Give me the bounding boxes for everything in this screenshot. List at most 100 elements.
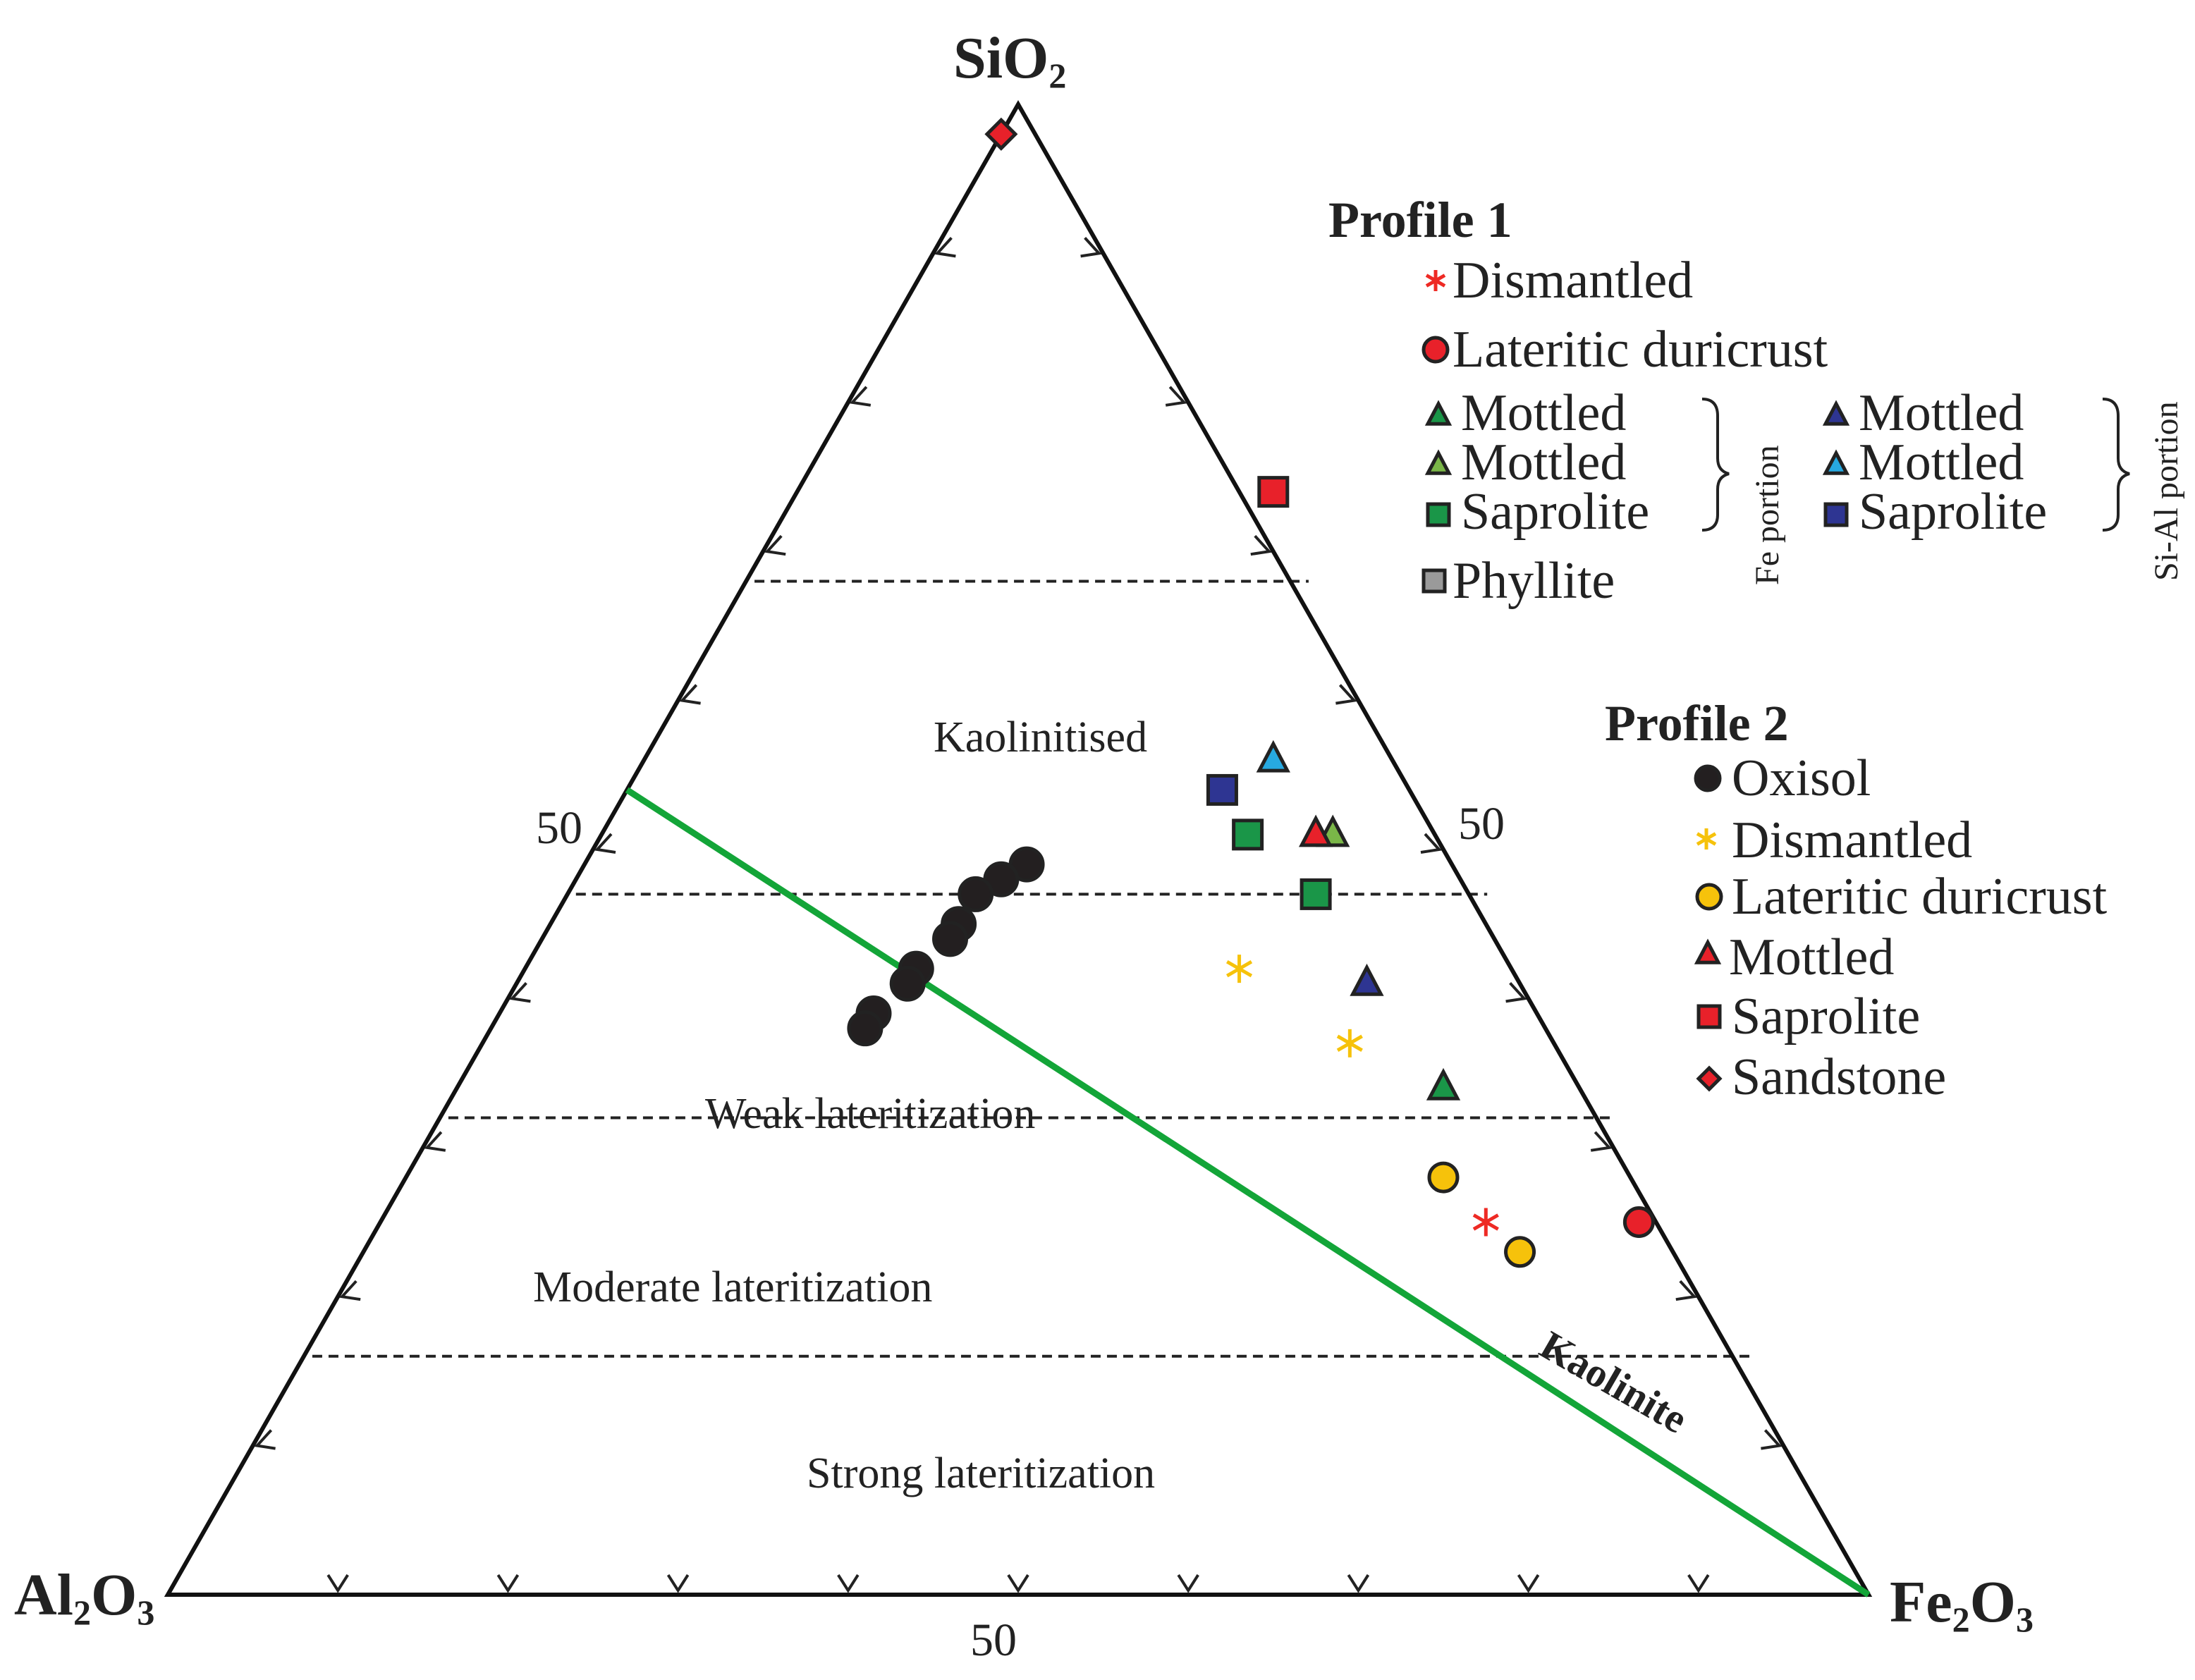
legend-label-p1-duricrust: Lateritic duricrust <box>1453 321 1828 379</box>
tick-label-bottom-50: 50 <box>970 1614 1017 1666</box>
point-9-6 <box>889 965 926 1002</box>
tick-left-90 <box>934 237 956 258</box>
legend-title-profile-2: Profile 2 <box>1605 695 1789 752</box>
tick-left-10 <box>254 1429 276 1450</box>
zone-label-kaolinitised: Kaolinitised <box>934 713 1147 761</box>
kaolinite-label: Kaolinite <box>1533 1322 1696 1442</box>
legend-label-p2-sandstone: Sandstone <box>1732 1048 1946 1106</box>
legend-label-p2-oxisol: Oxisol <box>1732 749 1871 807</box>
kaolinite-line <box>625 787 1871 1598</box>
legend-label-p2-mottled: Mottled <box>1729 928 1894 986</box>
legend-marker-2 <box>1424 400 1453 426</box>
tick-label-right-50: 50 <box>1458 798 1505 850</box>
legend-marker-1 <box>1421 336 1450 364</box>
brace-sial-portion <box>2102 398 2130 532</box>
point-2-0 <box>1426 1067 1461 1100</box>
apex-label-fe2o3: Fe2O3 <box>1890 1569 2034 1639</box>
data-points <box>847 117 1655 1268</box>
axis-ticks <box>254 237 1783 1593</box>
triangle-frame <box>164 99 1873 1597</box>
legend-label-p1-mottled-fe-1: Mottled <box>1461 384 1626 442</box>
legend-label-p1-dismantled: Dismantled <box>1453 252 1693 309</box>
point-11-0 <box>1427 1161 1460 1194</box>
point-9-4 <box>932 921 969 957</box>
point-11-1 <box>1504 1236 1536 1268</box>
tick-right-30 <box>1590 1131 1613 1152</box>
tick-right-80 <box>1165 386 1187 407</box>
tick-bottom-40 <box>837 1574 860 1593</box>
legend-marker-5 <box>1822 400 1850 426</box>
tick-right-60 <box>1335 684 1357 705</box>
legend-fe-portion-label: Fe portion <box>1749 445 1786 585</box>
legend-marker-13 <box>1696 1004 1722 1029</box>
tick-bottom-20 <box>496 1574 520 1593</box>
zone-label-strong: Strong lateritization <box>807 1449 1155 1497</box>
point-9-8 <box>847 1010 883 1047</box>
tick-left-80 <box>849 386 872 407</box>
legend-label-p2-duricrust: Lateritic duricrust <box>1732 868 2108 926</box>
tick-right-50 <box>1420 833 1442 854</box>
tick-right-40 <box>1505 982 1527 1003</box>
tick-bottom-30 <box>666 1574 690 1593</box>
point-4-1 <box>1232 818 1264 851</box>
legend-marker-0 <box>1425 270 1446 291</box>
zone-label-moderate: Moderate lateritization <box>533 1263 932 1311</box>
legend-marker-4 <box>1426 502 1451 527</box>
point-6-0 <box>1256 740 1290 773</box>
legend-label-p1-mottled-sial-1: Mottled <box>1859 384 2024 442</box>
tick-left-40 <box>509 982 531 1003</box>
point-12-0 <box>1298 814 1333 847</box>
apex-label-al2o3: Al2O3 <box>14 1562 154 1632</box>
tick-right-10 <box>1761 1429 1783 1450</box>
point-4-0 <box>1300 878 1332 910</box>
zone-boundaries <box>312 580 1751 1358</box>
tick-right-90 <box>1080 237 1102 258</box>
tick-bottom-80 <box>1517 1574 1540 1593</box>
tick-left-20 <box>339 1280 361 1301</box>
tick-right-70 <box>1250 534 1272 556</box>
point-0-0 <box>1472 1208 1499 1237</box>
point-13-0 <box>1257 476 1290 508</box>
apex-label-sio2: SiO2 <box>953 25 1066 95</box>
legend-sial-portion-label: Si-Al portion <box>2148 401 2185 581</box>
tick-bottom-70 <box>1347 1574 1370 1593</box>
legend-label-p1-mottled-sial-2: Mottled <box>1859 434 2024 491</box>
point-10-0 <box>1225 955 1253 983</box>
legend-marker-6 <box>1822 449 1850 475</box>
legend-label-p1-saprolite-sial: Saprolite <box>1859 483 2047 541</box>
tick-left-60 <box>679 684 701 705</box>
legend-title-profile-1: Profile 1 <box>1328 192 1512 248</box>
legend-marker-11 <box>1695 883 1723 911</box>
tick-right-20 <box>1675 1280 1697 1301</box>
tick-label-left-50: 50 <box>536 802 582 854</box>
legend-marker-10 <box>1696 828 1717 850</box>
point-14-0 <box>984 117 1018 151</box>
legend-marker-14 <box>1696 1065 1723 1092</box>
brace-fe-portion <box>1701 398 1730 532</box>
legend-marker-9 <box>1694 764 1722 792</box>
tick-left-50 <box>594 833 616 854</box>
zone-label-weak: Weak lateritization <box>705 1090 1035 1138</box>
legend-label-p1-mottled-fe-2: Mottled <box>1461 434 1626 491</box>
legend-marker-7 <box>1823 502 1849 527</box>
tick-left-30 <box>424 1131 446 1152</box>
legend-marker-12 <box>1694 938 1722 964</box>
legend: Profile 1 Profile 2 Dismantled Lateritic… <box>1328 192 2185 1106</box>
point-1-0 <box>1622 1206 1655 1238</box>
point-7-0 <box>1206 773 1238 806</box>
legend-markers <box>1421 270 1850 1092</box>
legend-label-p2-saprolite: Saprolite <box>1732 988 1920 1046</box>
tick-bottom-60 <box>1177 1574 1199 1593</box>
point-5-0 <box>1350 963 1384 996</box>
legend-label-p2-dismantled: Dismantled <box>1732 811 1972 869</box>
point-10-1 <box>1336 1029 1363 1057</box>
tick-bottom-90 <box>1687 1574 1710 1593</box>
legend-marker-3 <box>1424 449 1453 475</box>
point-9-2 <box>958 876 994 912</box>
legend-label-p1-phyllite: Phyllite <box>1453 552 1615 610</box>
legend-marker-8 <box>1421 568 1447 594</box>
tick-left-70 <box>764 534 786 556</box>
tick-bottom-10 <box>326 1574 349 1593</box>
legend-label-p1-saprolite-fe: Saprolite <box>1461 483 1649 541</box>
